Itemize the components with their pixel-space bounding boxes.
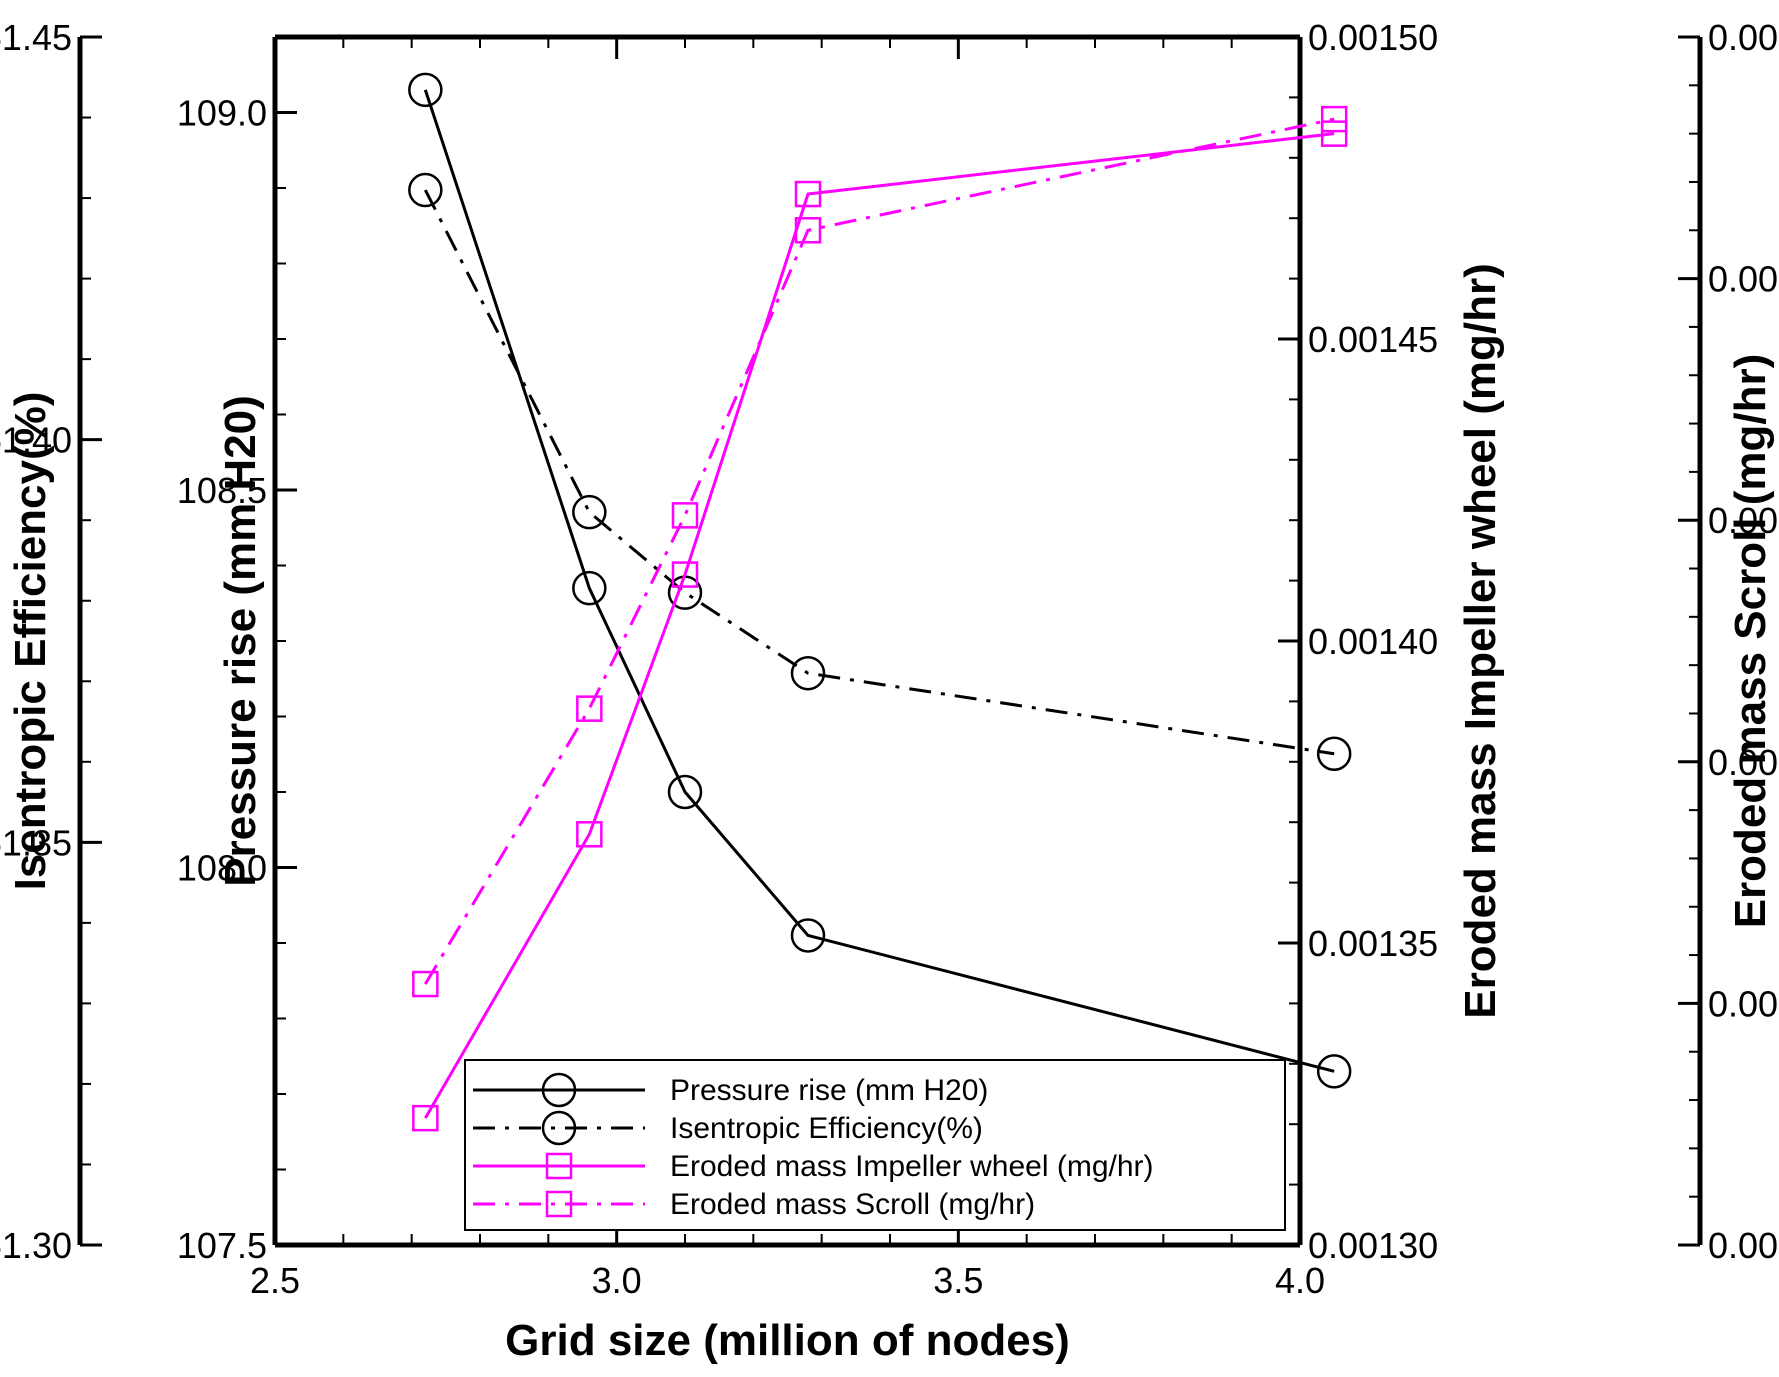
- y-tick-label-imp: 0.00150: [1308, 17, 1438, 58]
- x-tick-label: 2.5: [250, 1260, 300, 1301]
- data-point: [790, 655, 826, 691]
- y-tick-label-imp: 0.00130: [1308, 1225, 1438, 1266]
- y-tick-label-pr: 107.5: [177, 1225, 267, 1266]
- plot-frame: [275, 34, 1300, 1248]
- data-point: [667, 774, 703, 810]
- legend-marker: [541, 1072, 577, 1108]
- y-tick-label-eff: 51.35: [0, 822, 72, 863]
- legend: Pressure rise (mm H20) Isentropic Efficie…: [464, 1059, 1286, 1231]
- data-point: [671, 561, 699, 588]
- y-axis-title-pr: Pressure rise (mm H20): [216, 395, 265, 887]
- y-axis-title-eff: Isentropic Efficiency(%): [6, 392, 55, 891]
- y-axis-title-imp: Eroded mass Impeller wheel (mg/hr): [1456, 263, 1505, 1019]
- y-tick-label-eff: 51.30: [0, 1225, 72, 1266]
- data-point: [412, 1104, 439, 1132]
- series-0: [408, 72, 1352, 1089]
- y-tick-label-eff: 51.40: [0, 420, 72, 461]
- y-tick-label-imp: 0.00140: [1308, 621, 1438, 662]
- legend-label: Isentropic Efficiency(%): [670, 1112, 983, 1145]
- series-layer: [408, 72, 1352, 1132]
- series-line: [423, 189, 1335, 756]
- legend-item: Eroded mass Scroll (mg/hr): [473, 1188, 1035, 1221]
- x-tick-label: 4.0: [1275, 1260, 1325, 1301]
- data-point: [790, 918, 826, 953]
- series-1: [408, 172, 1352, 771]
- y-axis-title-scr: Eroded mass Scroll (mg/hr): [1726, 354, 1775, 929]
- legend-marker: [545, 1190, 573, 1218]
- data-point: [1320, 105, 1348, 133]
- y-tick-label-scr: 0.00285: [1708, 500, 1779, 541]
- data-point: [671, 502, 699, 529]
- data-point: [576, 821, 603, 848]
- legend-box: [464, 1059, 1286, 1231]
- y-tick-label-pr: 109.0: [177, 93, 267, 134]
- series-3: [412, 105, 1348, 998]
- data-point: [408, 172, 443, 208]
- y-tick-label-pr: 108.5: [177, 470, 267, 511]
- y-tick-label-imp: 0.00135: [1308, 923, 1438, 964]
- legend-marker: [541, 1110, 577, 1146]
- data-point: [412, 970, 439, 998]
- data-point: [1316, 736, 1352, 771]
- data-point: [1316, 1054, 1352, 1089]
- legend-label: Eroded mass Scroll (mg/hr): [670, 1188, 1035, 1221]
- x-tick-label: 3.5: [933, 1260, 983, 1301]
- data-point: [572, 570, 607, 606]
- series-line: [424, 132, 1335, 1119]
- y-tick-label-scr: 0.00270: [1708, 1225, 1779, 1266]
- legend-marker: [545, 1152, 573, 1180]
- y-tick-label-scr: 0.00290: [1708, 259, 1779, 300]
- legend-label: Eroded mass Impeller wheel (mg/hr): [670, 1150, 1154, 1183]
- data-point: [572, 494, 607, 530]
- y-tick-label-imp: 0.00145: [1308, 319, 1438, 360]
- data-point: [576, 695, 603, 722]
- y-tick-label-eff: 51.45: [0, 17, 72, 58]
- legend-item: Pressure rise (mm H20): [473, 1072, 988, 1108]
- series-line: [424, 117, 1335, 985]
- legend-item: Eroded mass Impeller wheel (mg/hr): [473, 1150, 1154, 1183]
- x-axis-title: Grid size (million of nodes): [505, 1316, 1070, 1365]
- x-tick-label: 3.0: [592, 1260, 642, 1301]
- y-tick-label-scr: 0.00280: [1708, 742, 1779, 783]
- legend-item: Isentropic Efficiency(%): [473, 1110, 983, 1146]
- data-point: [408, 72, 443, 108]
- y-tick-label-scr: 0.00275: [1708, 983, 1779, 1024]
- axes-layer: 2.5 3.0 3.5 4.0 Grid size (million of nodes)…: [0, 17, 1779, 1365]
- series-2: [412, 120, 1348, 1132]
- y-tick-label-pr: 108.0: [177, 848, 267, 889]
- data-point: [1320, 120, 1348, 147]
- data-point: [794, 217, 822, 244]
- y-tick-label-scr: 0.00295: [1708, 17, 1779, 58]
- legend-label: Pressure rise (mm H20): [670, 1074, 988, 1107]
- data-point: [794, 180, 822, 208]
- series-line: [423, 89, 1335, 1073]
